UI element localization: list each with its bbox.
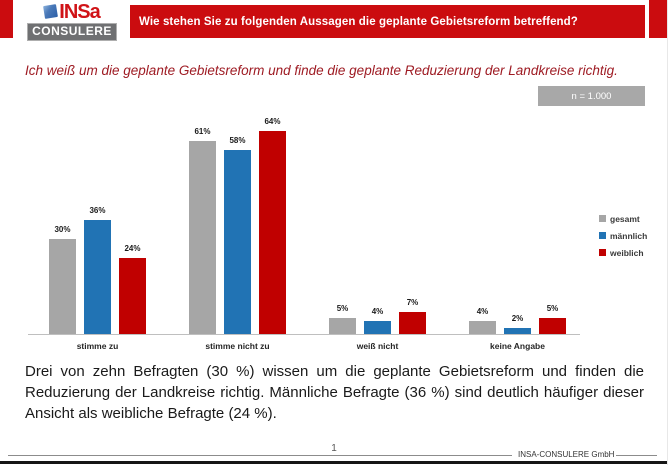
consulere-logo-text: CONSULERE <box>27 23 117 41</box>
chart-bar <box>224 150 251 334</box>
legend-label: männlich <box>610 230 648 241</box>
company-name: INSA-CONSULERE GmbH <box>518 450 615 459</box>
legend-swatch-icon <box>599 215 606 222</box>
bar-chart: 30% 36% 24% stimme zu 61% 58% 64% stimme nicht … <box>28 117 590 360</box>
bar-value-label: 64% <box>264 117 281 126</box>
category-label: keine Angabe <box>490 341 545 351</box>
slide-bottom-border <box>0 461 667 464</box>
bar-value-label: 24% <box>124 244 141 253</box>
sample-size-badge: n = 1.000 <box>538 86 645 106</box>
chart-bar <box>539 318 566 334</box>
chart-bar <box>329 318 356 334</box>
legend-label: weiblich <box>610 247 644 258</box>
legend-swatch-icon <box>599 232 606 239</box>
legend-item: weiblich <box>599 244 647 261</box>
x-axis-line <box>28 334 580 335</box>
chart-bar <box>364 321 391 334</box>
chart-bar <box>469 321 496 334</box>
bar-value-label: 5% <box>546 304 559 313</box>
chart-bar <box>399 312 426 334</box>
chart-bar <box>189 141 216 334</box>
category-label: stimme nicht zu <box>205 341 270 351</box>
footer-line <box>616 455 657 456</box>
question-subtitle: Ich weiß um die geplante Gebietsreform u… <box>25 63 618 78</box>
insa-logo: INSa CONSULERE <box>17 0 127 43</box>
header-accent-right <box>649 0 667 38</box>
chart-bar <box>119 258 146 334</box>
legend-label: gesamt <box>610 213 640 224</box>
bar-value-label: 61% <box>194 127 211 136</box>
bar-value-label: 5% <box>336 304 349 313</box>
bar-value-label: 2% <box>511 314 524 323</box>
page-number: 1 <box>331 443 337 454</box>
chart-bar <box>49 239 76 334</box>
chart-bar <box>504 328 531 334</box>
legend-item: männlich <box>599 227 647 244</box>
legend-swatch-icon <box>599 249 606 256</box>
insa-logo-text: INSa <box>59 1 100 23</box>
bar-value-label: 58% <box>229 136 246 145</box>
category-label: weiß nicht <box>356 341 399 351</box>
insa-logo-row: INSa <box>43 1 101 23</box>
chart-bar <box>259 131 286 334</box>
chart-bar <box>84 220 111 334</box>
footer-line <box>8 455 512 456</box>
bar-value-label: 7% <box>406 298 419 307</box>
category-label: stimme zu <box>76 341 119 351</box>
header-accent-left <box>0 0 13 38</box>
header-title-band: Wie stehen Sie zu folgenden Aussagen die… <box>130 5 645 38</box>
insa-logo-icon <box>43 3 59 19</box>
bar-value-label: 36% <box>89 206 106 215</box>
summary-text: Drei von zehn Befragten (30 %) wissen um… <box>25 363 644 422</box>
legend-item: gesamt <box>599 210 647 227</box>
bar-value-label: 4% <box>476 307 489 316</box>
chart-legend: gesamt männlich weiblich <box>599 210 647 261</box>
bar-value-label: 4% <box>371 307 384 316</box>
bar-value-label: 30% <box>54 225 71 234</box>
page-title: Wie stehen Sie zu folgenden Aussagen die… <box>139 15 578 28</box>
